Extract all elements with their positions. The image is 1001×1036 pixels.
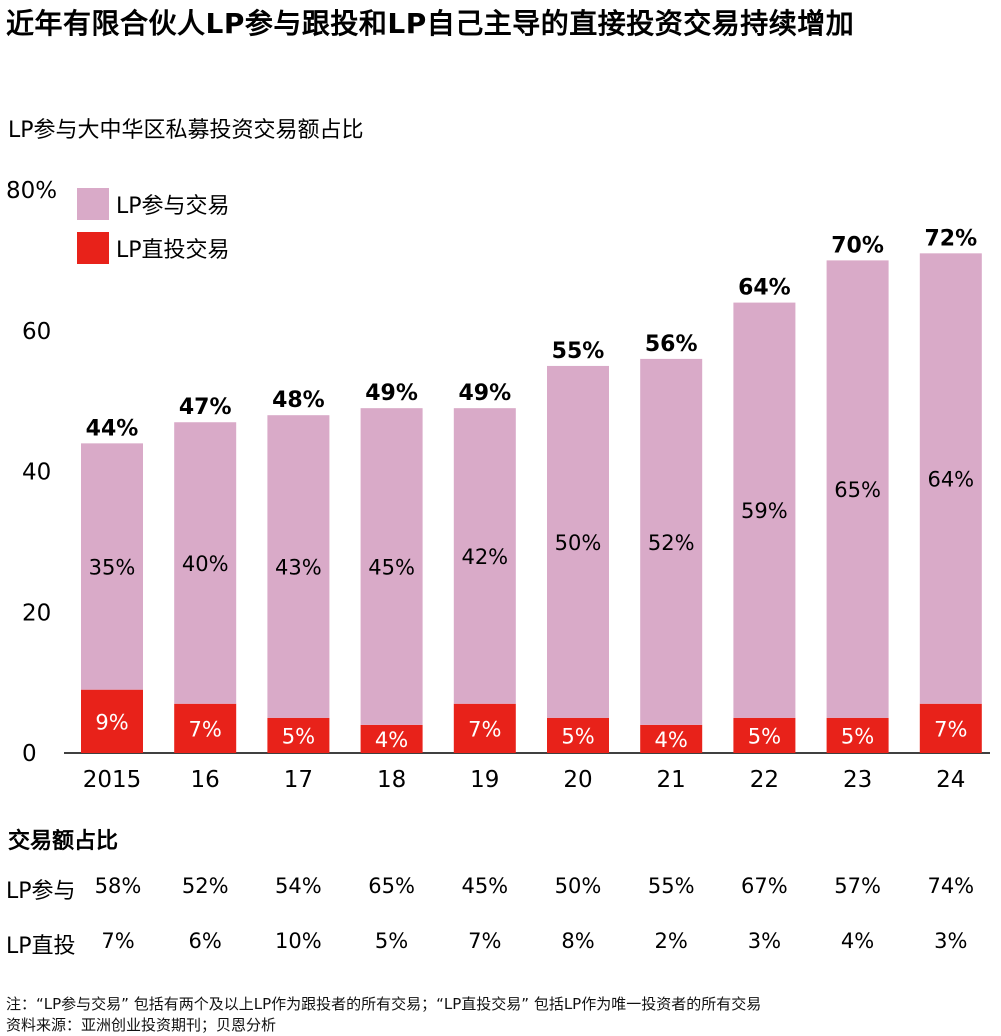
x-tick-label: 23: [843, 767, 872, 793]
table-cell: 7%: [101, 929, 135, 953]
bar-direct: [267, 717, 330, 753]
table-cell: 55%: [647, 874, 695, 898]
data-label-direct: 5%: [841, 724, 874, 748]
y-tick-label: 60: [22, 319, 51, 345]
data-label-direct: 7%: [934, 717, 967, 741]
data-label-direct: 7%: [189, 717, 222, 741]
bar-participate: [453, 408, 516, 704]
data-label-participate: 45%: [368, 556, 415, 580]
stacked-bar-chart: 0 20 40 60 80% 9% 35% 44% 2015 7% 40% 47% 16 5% 43% 48%…: [6, 178, 990, 793]
bar-direct: [640, 724, 703, 753]
bar-direct: [547, 717, 609, 753]
x-tick-label: 18: [377, 767, 406, 793]
data-label-total: 56%: [645, 332, 698, 357]
bar-participate: [174, 422, 237, 704]
table-cell: 7%: [468, 929, 502, 953]
data-label-total: 44%: [86, 416, 139, 441]
data-label-total: 70%: [831, 233, 884, 258]
x-tick-label: 21: [657, 767, 686, 793]
table-cell: 57%: [834, 874, 881, 898]
y-tick-label: 20: [22, 600, 51, 626]
table-cell: 45%: [461, 874, 509, 898]
bar-participate: [360, 408, 423, 725]
table-cell: 65%: [368, 874, 415, 898]
data-label-total: 47%: [179, 395, 232, 420]
table-cell: 8%: [561, 929, 595, 953]
page-title: 近年有限合伙人LP参与跟投和LP自己主导的直接投资交易持续增加: [6, 7, 855, 40]
x-tick-label: 2015: [83, 767, 142, 793]
data-label-participate: 42%: [461, 545, 508, 569]
data-label-participate: 40%: [182, 552, 229, 576]
footnote: 注：“LP参与交易” 包括有两个及以上LP作为跟投者的所有交易；“LP直投交易”…: [6, 995, 762, 1013]
table-cell: 5%: [374, 929, 409, 953]
bar-participate: [640, 358, 703, 725]
data-label-direct: 5%: [748, 724, 781, 748]
data-label-participate: 59%: [741, 499, 788, 523]
data-label-participate: 35%: [89, 556, 136, 580]
data-label-direct: 4%: [655, 728, 688, 752]
bar-participate: [267, 415, 330, 718]
data-label-participate: 52%: [648, 531, 695, 555]
table-cell: 52%: [181, 874, 229, 898]
bar-participate: [547, 365, 609, 718]
x-tick-label: 22: [750, 767, 779, 793]
bar-direct: [919, 703, 982, 753]
table-row-label: LP直投: [6, 934, 76, 959]
data-label-direct: 7%: [468, 717, 501, 741]
bar-participate: [826, 260, 889, 718]
bar-direct: [453, 703, 516, 753]
table-cell: 74%: [927, 874, 975, 898]
table-cell: 54%: [275, 874, 322, 898]
data-label-total: 72%: [924, 226, 977, 251]
x-tick-label: 24: [936, 767, 965, 793]
data-label-total: 55%: [552, 339, 605, 364]
table-cell: 3%: [747, 929, 782, 953]
table-cell: 3%: [934, 929, 968, 953]
data-label-total: 64%: [738, 276, 791, 301]
y-tick-label: 80%: [6, 178, 57, 204]
legend-swatch: [77, 232, 109, 264]
bar-direct: [733, 717, 796, 753]
bar-participate: [733, 302, 796, 718]
data-label-total: 49%: [365, 381, 418, 406]
table-cell: 4%: [840, 929, 875, 953]
data-label-total: 48%: [272, 388, 325, 413]
data-label-total: 49%: [458, 381, 511, 406]
bar-direct: [826, 717, 889, 753]
x-tick-label: 17: [284, 767, 313, 793]
table-row-label: LP参与: [6, 879, 76, 904]
table-cell: 10%: [275, 929, 322, 953]
legend-label: LP参与交易: [116, 194, 230, 219]
x-tick-label: 16: [191, 767, 220, 793]
bar-participate: [919, 253, 982, 704]
data-label-participate: 65%: [834, 478, 881, 502]
bar-participate: [81, 443, 143, 690]
data-label-participate: 43%: [275, 556, 322, 580]
bar-direct: [360, 724, 423, 753]
table-cell: 50%: [554, 874, 602, 898]
data-label-direct: 4%: [375, 728, 408, 752]
data-label-participate: 50%: [555, 531, 602, 555]
table-cell: 67%: [741, 874, 788, 898]
x-tick-label: 19: [470, 767, 499, 793]
table-title: 交易额占比: [8, 829, 119, 854]
table-cell: 6%: [188, 929, 222, 953]
legend-label: LP直投交易: [116, 238, 230, 263]
y-tick-label: 0: [22, 741, 37, 767]
data-label-direct: 5%: [561, 724, 594, 748]
bar-direct: [81, 689, 143, 753]
data-label-participate: 64%: [927, 468, 974, 492]
table-cell: 58%: [94, 874, 142, 898]
source-note: 资料来源：亚洲创业投资期刊；贝恩分析: [6, 1016, 277, 1034]
legend-swatch: [77, 188, 109, 220]
bar-direct: [174, 703, 237, 753]
x-tick-label: 20: [563, 767, 592, 793]
data-label-direct: 5%: [282, 724, 315, 748]
y-tick-label: 40: [22, 460, 51, 486]
table-cell: 2%: [654, 929, 688, 953]
data-label-direct: 9%: [95, 710, 128, 734]
chart-subtitle: LP参与大中华区私募投资交易额占比: [8, 118, 364, 143]
